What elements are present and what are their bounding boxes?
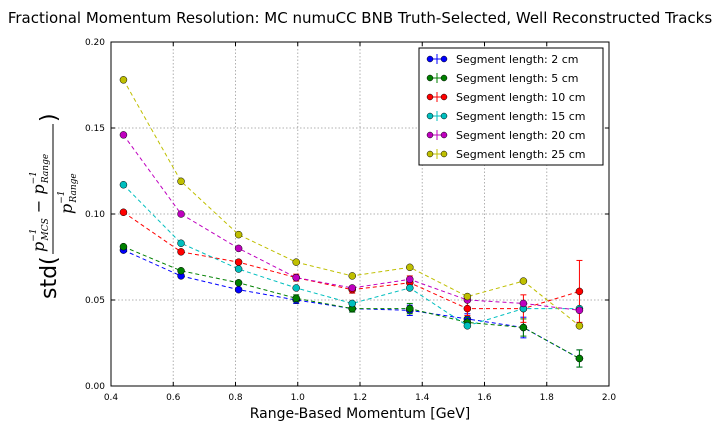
x-tick-label: 0.8 bbox=[228, 393, 243, 403]
data-point bbox=[575, 287, 584, 296]
data-point bbox=[406, 275, 414, 284]
series-segment-length-15-cm bbox=[119, 181, 584, 330]
data-point bbox=[519, 299, 528, 308]
data-point bbox=[406, 304, 414, 313]
legend-label: Segment length: 5 cm bbox=[456, 72, 579, 85]
data-point bbox=[119, 242, 128, 251]
data-point bbox=[292, 273, 300, 282]
x-tick-label: 1.8 bbox=[540, 393, 555, 403]
y-axis: 0.00 0.05 0.10 0.15 0.20 bbox=[85, 38, 609, 392]
series-segment-length-25-cm bbox=[119, 76, 584, 330]
x-tick-label: 1.4 bbox=[415, 393, 430, 403]
data-point bbox=[177, 239, 185, 247]
data-point bbox=[177, 267, 185, 275]
legend-label: Segment length: 25 cm bbox=[456, 148, 586, 161]
y-tick-label: 0.05 bbox=[85, 296, 105, 306]
x-tick-label: 0.4 bbox=[104, 393, 119, 403]
legend-label: Segment length: 15 cm bbox=[456, 110, 586, 123]
legend-swatch-marker bbox=[440, 55, 448, 63]
data-point bbox=[119, 131, 128, 139]
data-point bbox=[234, 230, 243, 239]
y-tick-label: 0.15 bbox=[85, 124, 105, 134]
data-point bbox=[463, 304, 472, 313]
legend-label: Segment length: 2 cm bbox=[456, 53, 579, 66]
legend-swatch-marker bbox=[426, 93, 434, 101]
legend-swatch-marker bbox=[426, 55, 434, 63]
chart-title: Fractional Momentum Resolution: MC numuC… bbox=[8, 9, 712, 27]
data-point bbox=[119, 181, 128, 189]
legend-label: Segment length: 10 cm bbox=[456, 91, 586, 104]
data-point bbox=[292, 294, 300, 303]
legend-entry: Segment length: 25 cm bbox=[426, 148, 586, 161]
x-axis-label: Range-Based Momentum [GeV] bbox=[250, 406, 471, 422]
data-point bbox=[463, 322, 472, 330]
data-point bbox=[234, 285, 243, 294]
legend-swatch-marker bbox=[440, 150, 448, 158]
legend-swatch-marker bbox=[440, 74, 448, 82]
x-tick-label: 0.6 bbox=[166, 393, 181, 403]
data-point bbox=[234, 279, 243, 287]
svg-text:): ) bbox=[37, 113, 62, 122]
data-point bbox=[234, 244, 243, 253]
data-point bbox=[463, 292, 472, 301]
series-line bbox=[123, 211, 580, 310]
legend-swatch-marker bbox=[440, 93, 448, 101]
x-axis: 0.4 0.6 0.8 1.0 1.2 1.4 1.6 1.8 2.0 bbox=[104, 42, 617, 403]
data-point bbox=[406, 284, 414, 292]
data-point bbox=[348, 299, 356, 308]
y-tick-label: 0.20 bbox=[85, 38, 105, 48]
x-tick-label: 1.2 bbox=[353, 393, 367, 403]
series-line bbox=[123, 134, 580, 311]
data-point bbox=[292, 284, 300, 292]
data-point bbox=[119, 76, 128, 84]
data-point bbox=[292, 258, 300, 266]
svg-text:std(: std( bbox=[37, 256, 62, 299]
x-tick-label: 2.0 bbox=[602, 393, 617, 403]
data-point bbox=[519, 277, 528, 285]
data-point bbox=[234, 265, 243, 273]
data-point bbox=[234, 258, 243, 266]
legend-swatch-marker bbox=[426, 150, 434, 158]
legend-swatch-marker bbox=[440, 112, 448, 120]
data-point bbox=[575, 322, 584, 330]
legend-swatch-marker bbox=[426, 131, 434, 139]
legend-entry: Segment length: 5 cm bbox=[426, 72, 579, 85]
legend-entry: Segment length: 20 cm bbox=[426, 129, 586, 142]
series-layer bbox=[119, 76, 584, 368]
y-tick-label: 0.10 bbox=[85, 210, 105, 220]
legend-swatch-marker bbox=[426, 112, 434, 120]
y-tick-label: 0.00 bbox=[85, 382, 105, 392]
legend-box bbox=[418, 47, 604, 166]
y-axis-label: std( p−1 MCS − p−1 Range p−1 Range ) bbox=[29, 113, 79, 299]
legend-label: Segment length: 20 cm bbox=[456, 129, 586, 142]
data-point bbox=[177, 210, 185, 218]
legend-swatch-marker bbox=[440, 131, 448, 139]
data-point bbox=[406, 263, 414, 272]
legend-entry: Segment length: 10 cm bbox=[426, 91, 586, 104]
legend: Segment length: 2 cm Segment length: 5 cm… bbox=[418, 47, 604, 166]
data-point bbox=[348, 284, 356, 292]
data-point bbox=[177, 248, 185, 256]
data-point bbox=[119, 208, 128, 217]
data-point bbox=[348, 272, 356, 280]
x-tick-label: 1.0 bbox=[291, 393, 306, 403]
series-line bbox=[123, 246, 580, 359]
data-point bbox=[575, 306, 584, 315]
x-tick-label: 1.6 bbox=[477, 393, 492, 403]
legend-swatch-marker bbox=[426, 74, 434, 82]
legend-entry: Segment length: 15 cm bbox=[426, 110, 586, 123]
data-point bbox=[177, 177, 185, 186]
legend-entry: Segment length: 2 cm bbox=[426, 53, 579, 66]
data-point bbox=[575, 354, 584, 363]
data-point bbox=[519, 323, 528, 332]
